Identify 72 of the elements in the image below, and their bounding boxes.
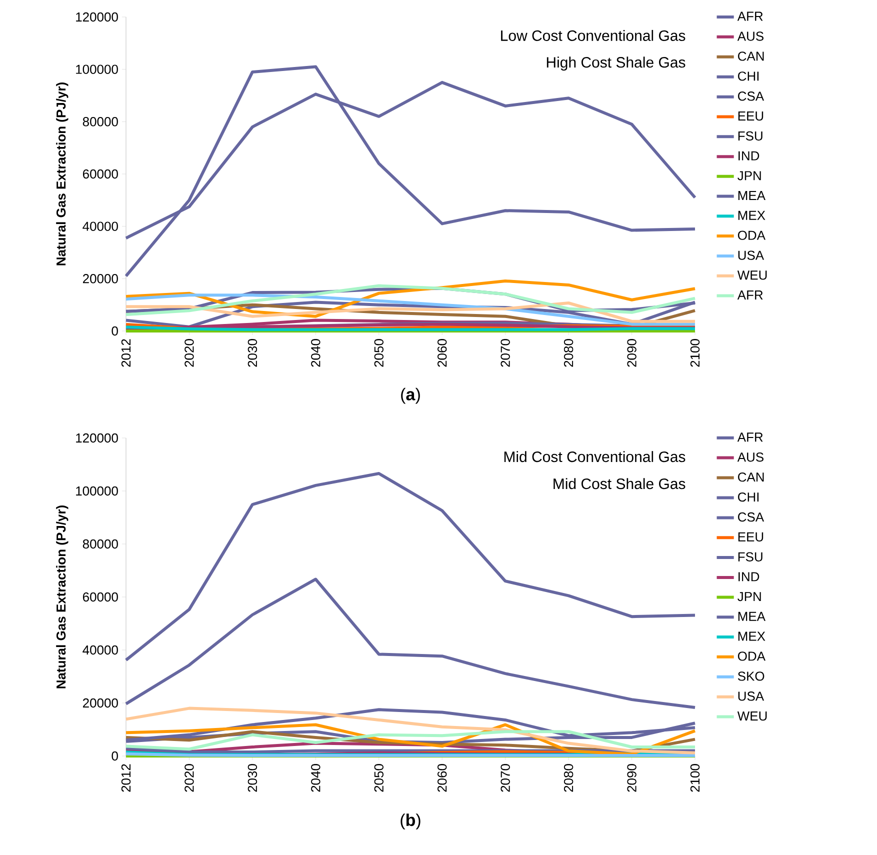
legend-label: JPN bbox=[738, 171, 761, 180]
annotation: Mid Cost Shale Gas bbox=[554, 478, 686, 490]
x-tick-label: 2060 bbox=[438, 339, 447, 367]
y-tick-label: 60000 bbox=[82, 592, 118, 602]
y-tick-label: 60000 bbox=[82, 169, 118, 179]
legend-label: USA bbox=[738, 692, 764, 701]
legend-label: MEA bbox=[738, 191, 766, 200]
legend-label: AUS bbox=[737, 32, 764, 41]
y-tick-label: 120000 bbox=[76, 433, 118, 443]
x-tick-label: 2100 bbox=[690, 339, 700, 367]
x-tick-label: 2050 bbox=[374, 764, 384, 792]
legend-label: AFR bbox=[737, 290, 763, 300]
legend-label: AUS bbox=[737, 452, 764, 462]
legend-label: FSU bbox=[738, 131, 762, 141]
x-tick-label: 2012 bbox=[121, 764, 131, 792]
x-tick-label: 2020 bbox=[184, 764, 194, 792]
x-tick-label: 2080 bbox=[564, 764, 574, 792]
legend-label: USA bbox=[738, 250, 764, 260]
legend-label: EEU bbox=[738, 112, 764, 121]
x-tick-label: 2050 bbox=[374, 339, 384, 367]
legend-label: EEU bbox=[738, 532, 764, 542]
legend-label: MEX bbox=[738, 632, 766, 641]
annotation: Mid Cost Conventional Gas bbox=[504, 451, 686, 462]
legend-label: CAN bbox=[738, 52, 764, 61]
legend-label: IND bbox=[738, 572, 760, 582]
y-tick-label: 100000 bbox=[76, 64, 118, 74]
legend-label: AFR bbox=[737, 12, 763, 21]
y-tick-label: 0 bbox=[112, 751, 118, 761]
legend-label: IND bbox=[738, 151, 760, 160]
x-tick-label: 2040 bbox=[311, 339, 320, 367]
legend-label: MEX bbox=[738, 210, 766, 220]
y-tick-label: 100000 bbox=[76, 486, 118, 496]
annotation: Low Cost Conventional Gas bbox=[501, 30, 686, 41]
x-tick-label: 2012 bbox=[121, 339, 131, 367]
legend-label: FSU bbox=[738, 552, 762, 562]
legend-label: AFR bbox=[737, 432, 763, 442]
y-tick-label: 20000 bbox=[82, 274, 118, 284]
y-tick-label: 40000 bbox=[82, 645, 118, 655]
legend-label: WEU bbox=[737, 270, 767, 280]
legend-label: CAN bbox=[738, 472, 764, 482]
legend-label: CHI bbox=[738, 492, 759, 502]
y-axis-title: Natural Gas Extraction (PJ/yr) bbox=[56, 82, 68, 266]
y-axis-title: Natural Gas Extraction (PJ/yr) bbox=[56, 506, 68, 688]
y-tick-label: 20000 bbox=[82, 698, 118, 708]
x-tick-label: 2070 bbox=[500, 339, 510, 367]
y-tick-label: 80000 bbox=[82, 539, 118, 549]
legend-label: JPN bbox=[738, 592, 761, 602]
legend-label: WEU bbox=[737, 712, 767, 721]
x-tick-label: 2060 bbox=[438, 764, 447, 792]
x-tick-label: 2090 bbox=[627, 764, 636, 792]
x-tick-label: 2090 bbox=[627, 339, 636, 367]
x-tick-label: 2070 bbox=[500, 764, 510, 792]
annotation: High Cost Shale Gas bbox=[546, 56, 686, 71]
legend-label: CSA bbox=[738, 512, 764, 522]
x-tick-label: 2080 bbox=[564, 339, 574, 367]
legend-label: CHI bbox=[738, 72, 759, 81]
legend-label: CSA bbox=[738, 92, 764, 101]
x-tick-label: 2100 bbox=[690, 764, 700, 792]
x-tick-label: 2030 bbox=[248, 339, 258, 367]
legend-label: SKO bbox=[738, 672, 764, 681]
x-tick-label: 2030 bbox=[248, 764, 258, 792]
x-tick-label: 2040 bbox=[311, 764, 320, 792]
legend-label: ODA bbox=[738, 652, 766, 661]
y-tick-label: 80000 bbox=[82, 117, 118, 126]
y-tick-label: 120000 bbox=[76, 12, 118, 22]
legend-label: MEA bbox=[738, 612, 766, 621]
y-tick-label: 0 bbox=[112, 326, 118, 336]
text: (b) bbox=[400, 814, 420, 830]
text: (a) bbox=[401, 388, 420, 404]
legend-label: ODA bbox=[738, 230, 766, 240]
y-tick-label: 40000 bbox=[82, 222, 118, 231]
x-tick-label: 2020 bbox=[184, 339, 194, 367]
